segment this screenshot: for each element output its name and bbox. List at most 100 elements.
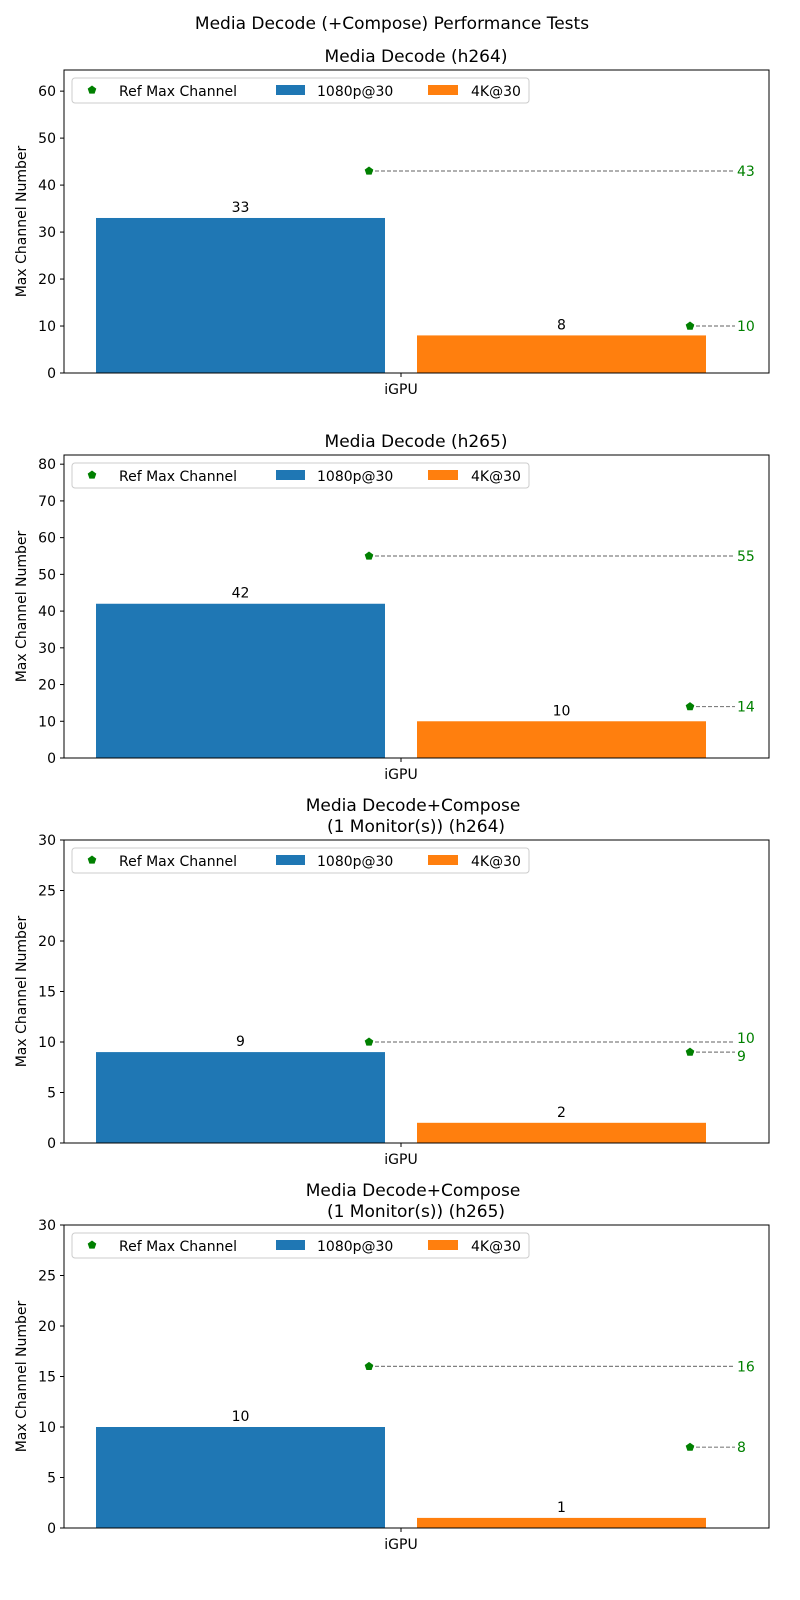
- y-tick-label: 0: [47, 1521, 56, 1537]
- y-tick-label: 10: [38, 714, 56, 730]
- legend-label: 4K@30: [471, 854, 521, 870]
- ref-marker: [364, 166, 374, 175]
- bar-1080p-at-30: [96, 1052, 385, 1143]
- ref-marker: [685, 321, 695, 330]
- bar-value-label: 42: [232, 586, 250, 602]
- bar-1080p-at-30: [96, 217, 385, 373]
- y-tick-label: 60: [38, 531, 56, 547]
- legend-label: 4K@30: [471, 1239, 521, 1255]
- ref-value-label: 43: [737, 164, 755, 180]
- legend-patch-1080p: [276, 470, 305, 480]
- chart-title: Media Decode (h264): [325, 47, 508, 67]
- ref-marker: [364, 1361, 374, 1370]
- y-tick-label: 25: [38, 884, 56, 900]
- bar-value-label: 8: [557, 317, 566, 333]
- legend-label: 1080p@30: [317, 469, 393, 485]
- bar-1080p-at-30: [96, 1427, 385, 1528]
- legend-patch-1080p: [276, 1240, 305, 1250]
- y-tick-label: 60: [38, 84, 56, 100]
- ref-value-label: 9: [737, 1049, 746, 1065]
- bar-value-label: 33: [232, 200, 250, 216]
- bar-value-label: 9: [236, 1034, 245, 1050]
- bar-4K-at-30: [417, 1122, 706, 1143]
- legend-patch-1080p: [276, 855, 305, 865]
- legend-ref-marker: [87, 855, 97, 864]
- ref-marker: [364, 551, 374, 560]
- chart-title: Media Decode (h265): [325, 432, 508, 452]
- y-tick-label: 15: [38, 1370, 56, 1386]
- y-tick-label: 5: [47, 1471, 56, 1487]
- y-tick-label: 15: [38, 985, 56, 1001]
- x-tick-label: iGPU: [384, 767, 417, 783]
- ref-value-label: 10: [737, 1031, 755, 1047]
- y-tick-label: 50: [38, 131, 56, 147]
- y-tick-label: 20: [38, 272, 56, 288]
- y-tick-label: 0: [47, 1136, 56, 1152]
- y-tick-label: 20: [38, 934, 56, 950]
- ref-value-label: 8: [737, 1440, 746, 1456]
- y-tick-label: 10: [38, 1420, 56, 1436]
- legend-label: Ref Max Channel: [119, 84, 237, 100]
- legend-ref-marker: [87, 85, 97, 94]
- y-tick-label: 5: [47, 1086, 56, 1102]
- y-tick-label: 0: [47, 366, 56, 382]
- ref-value-label: 55: [737, 549, 755, 565]
- bar-4K-at-30: [417, 1517, 706, 1528]
- y-tick-label: 20: [38, 1319, 56, 1335]
- bar-4K-at-30: [417, 721, 706, 758]
- ref-marker: [685, 702, 695, 711]
- y-tick-label: 0: [47, 751, 56, 767]
- y-tick-label: 30: [38, 833, 56, 849]
- y-axis-label: Max Channel Number: [14, 1300, 30, 1452]
- ref-marker: [685, 1047, 695, 1056]
- ref-value-label: 16: [737, 1359, 755, 1375]
- ref-marker: [364, 1037, 374, 1046]
- plot-frame: [63, 69, 770, 374]
- legend-ref-marker: [87, 470, 97, 479]
- ref-marker: [685, 1442, 695, 1451]
- x-tick-label: iGPU: [384, 382, 417, 398]
- y-tick-label: 40: [38, 604, 56, 620]
- legend-label: 4K@30: [471, 469, 521, 485]
- ref-value-label: 10: [737, 319, 755, 335]
- legend-patch-4k: [428, 855, 458, 865]
- y-tick-label: 30: [38, 1218, 56, 1234]
- y-tick-label: 25: [38, 1269, 56, 1285]
- legend-ref-marker: [87, 1240, 97, 1249]
- y-tick-label: 30: [38, 641, 56, 657]
- y-tick-label: 30: [38, 225, 56, 241]
- bar-value-label: 10: [553, 703, 571, 719]
- legend-patch-4k: [428, 85, 458, 95]
- legend-label: 1080p@30: [317, 84, 393, 100]
- bar-value-label: 2: [557, 1105, 566, 1121]
- y-tick-label: 20: [38, 678, 56, 694]
- y-tick-label: 10: [38, 319, 56, 335]
- ref-value-label: 14: [737, 700, 755, 716]
- y-axis-label: Max Channel Number: [14, 530, 30, 682]
- bar-1080p-at-30: [96, 603, 385, 758]
- legend-label: Ref Max Channel: [119, 469, 237, 485]
- legend-label: 4K@30: [471, 84, 521, 100]
- y-tick-label: 70: [38, 494, 56, 510]
- bar-value-label: 10: [232, 1409, 250, 1425]
- x-tick-label: iGPU: [384, 1152, 417, 1168]
- y-axis-label: Max Channel Number: [14, 145, 30, 297]
- chart-title: (1 Monitor(s)) (h264): [327, 817, 505, 837]
- bar-4K-at-30: [417, 335, 706, 373]
- y-tick-label: 10: [38, 1035, 56, 1051]
- legend-patch-4k: [428, 1240, 458, 1250]
- legend-patch-1080p: [276, 85, 305, 95]
- legend-label: Ref Max Channel: [119, 1239, 237, 1255]
- figure-title: Media Decode (+Compose) Performance Test…: [195, 14, 589, 34]
- legend-patch-4k: [428, 470, 458, 480]
- x-tick-label: iGPU: [384, 1537, 417, 1553]
- chart-title: Media Decode+Compose: [306, 1181, 521, 1201]
- y-tick-label: 50: [38, 567, 56, 583]
- plot-frame: [63, 454, 770, 759]
- y-tick-label: 40: [38, 178, 56, 194]
- chart-title: (1 Monitor(s)) (h265): [327, 1202, 505, 1222]
- legend-label: 1080p@30: [317, 854, 393, 870]
- chart-title: Media Decode+Compose: [306, 796, 521, 816]
- bar-value-label: 1: [557, 1500, 566, 1516]
